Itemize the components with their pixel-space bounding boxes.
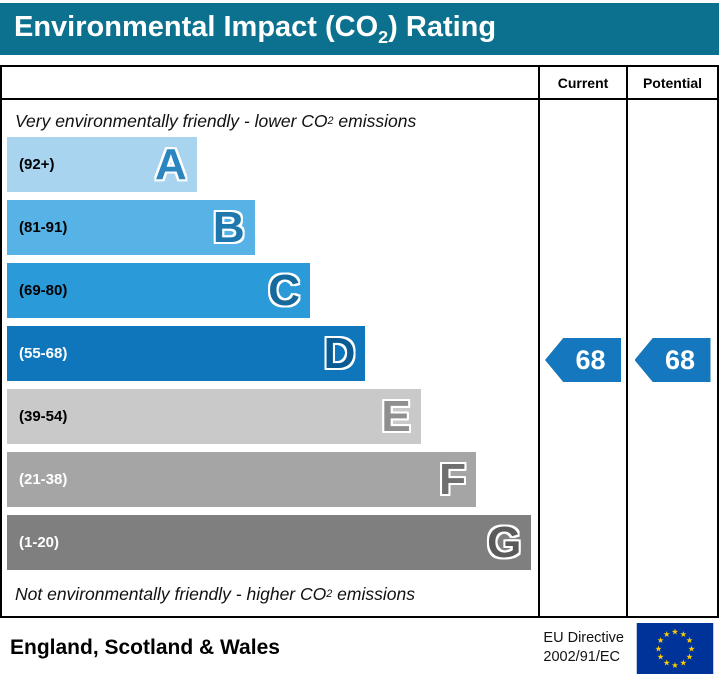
svg-text:★: ★	[655, 643, 662, 653]
chart-title-pre: Environmental Impact (CO	[14, 10, 379, 43]
band-bar-a: (92+) A	[7, 137, 197, 192]
svg-text:★: ★	[671, 659, 678, 669]
eu-directive-label: EU Directive 2002/91/EC	[543, 629, 624, 667]
svg-text:★: ★	[680, 657, 687, 667]
band-letter-d: D	[323, 328, 356, 378]
chart-title-sub: 2	[378, 26, 389, 47]
band-range-e: (39-54)	[19, 408, 68, 425]
svg-text:★: ★	[671, 626, 678, 636]
chart-title-bar: Environmental Impact (CO2) Rating	[0, 3, 719, 55]
chart-title: Environmental Impact (CO2) Rating	[14, 11, 496, 48]
band-letter-a: A	[154, 139, 187, 189]
band-row-e: (39-54) E	[7, 389, 534, 444]
eu-flag-icon: ★ ★ ★ ★ ★ ★ ★ ★ ★ ★ ★ ★	[636, 622, 714, 674]
band-range-f: (21-38)	[19, 471, 68, 488]
top-note: Very environmentally friendly - lower CO…	[7, 105, 534, 137]
header-spacer	[2, 67, 538, 100]
top-note-post: emissions	[333, 110, 417, 131]
band-letter-f: F	[439, 454, 467, 504]
bottom-note-sub: 2	[326, 588, 333, 600]
band-range-d: (55-68)	[19, 345, 68, 362]
band-bar-g: (1-20) G	[7, 515, 532, 570]
current-column: 68	[538, 100, 626, 616]
band-range-a: (92+)	[19, 156, 55, 173]
footer: England, Scotland & Wales EU Directive 2…	[0, 618, 719, 674]
svg-text:★: ★	[680, 628, 687, 638]
band-bar-c: (69-80) C	[7, 263, 311, 318]
current-column-header: Current	[538, 67, 626, 100]
potential-rating-value: 68	[664, 344, 696, 375]
svg-text:★: ★	[686, 635, 693, 645]
rating-table: Current Potential Very environmentally f…	[0, 65, 719, 618]
potential-column-header: Potential	[626, 67, 717, 100]
eu-directive-line2: 2002/91/EC	[543, 649, 621, 665]
eu-directive-line1: EU Directive	[543, 630, 624, 647]
band-row-a: (92+) A	[7, 137, 534, 192]
band-bar-e: (39-54) E	[7, 389, 421, 444]
band-range-c: (69-80)	[19, 282, 68, 299]
svg-text:★: ★	[657, 635, 664, 645]
svg-text:★: ★	[688, 643, 695, 653]
potential-column: 68	[626, 100, 717, 616]
band-range-b: (81-91)	[19, 219, 68, 236]
svg-text:★: ★	[686, 651, 693, 661]
svg-text:★: ★	[663, 657, 670, 667]
top-note-pre: Very environmentally friendly - lower CO	[15, 110, 328, 131]
svg-text:★: ★	[663, 628, 670, 638]
band-row-f: (21-38) F	[7, 452, 534, 507]
band-letter-b: B	[212, 202, 245, 252]
top-note-sub: 2	[327, 115, 334, 127]
band-letter-e: E	[381, 391, 411, 441]
region-label: England, Scotland & Wales	[10, 636, 280, 659]
chart-title-post: ) Rating	[388, 10, 497, 43]
bands-area: Very environmentally friendly - lower CO…	[2, 100, 538, 616]
svg-text:★: ★	[657, 651, 664, 661]
bottom-note: Not environmentally friendly - higher CO…	[7, 578, 534, 610]
band-bar-b: (81-91) B	[7, 200, 255, 255]
current-rating-value: 68	[575, 344, 606, 375]
band-range-g: (1-20)	[19, 534, 60, 551]
bottom-note-pre: Not environmentally friendly - higher CO	[15, 583, 327, 604]
bottom-note-post: emissions	[332, 583, 415, 604]
band-bar-d: (55-68) D	[7, 326, 366, 381]
band-row-g: (1-20) G	[7, 515, 534, 570]
footer-right: EU Directive 2002/91/EC ★ ★ ★ ★ ★ ★ ★ ★ …	[543, 622, 714, 674]
band-row-b: (81-91) B	[7, 200, 534, 255]
band-row-d: (55-68) D	[7, 326, 534, 381]
band-letter-c: C	[268, 265, 301, 315]
current-rating-arrow: 68	[545, 338, 621, 382]
band-bar-f: (21-38) F	[7, 452, 477, 507]
potential-rating-arrow: 68	[634, 338, 711, 382]
band-letter-g: G	[487, 517, 522, 567]
band-row-c: (69-80) C	[7, 263, 534, 318]
